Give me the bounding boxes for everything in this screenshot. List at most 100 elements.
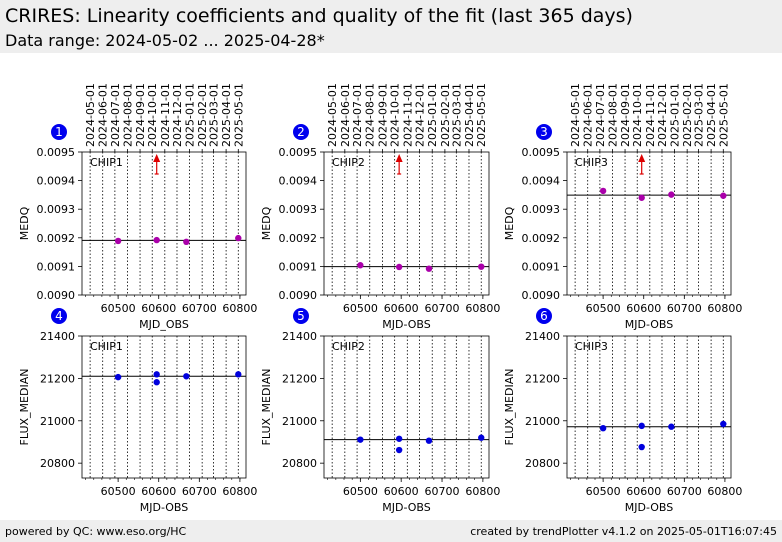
y-tick-label: 0.0091 [37, 260, 76, 273]
y-axis-label: FLUX_MEDIAN [503, 369, 516, 446]
y-axis-label: MEDQ [260, 206, 273, 240]
y-tick-label: 0.0091 [279, 260, 318, 273]
x-tick-label: 60800 [707, 302, 742, 315]
panel-number-badge [536, 124, 552, 140]
panel-number-label: 3 [540, 125, 548, 139]
y-tick-label: 21000 [525, 415, 560, 428]
data-point [114, 237, 122, 245]
y-tick-label: 0.0092 [37, 232, 76, 245]
date-tick-label: 2025-03-01 [208, 83, 221, 147]
y-tick-label: 21200 [282, 372, 317, 385]
data-point [395, 435, 403, 442]
chip-label: CHIP1 [90, 340, 123, 353]
y-tick-label: 20800 [40, 457, 75, 470]
chart-panel-1: 2024-05-01 2024-06-01 2024-07-01 2024-08-01… [18, 83, 257, 331]
data-point [638, 194, 645, 201]
date-tick-label: 2024-07-01 [594, 83, 607, 147]
data-point [638, 443, 645, 451]
x-axis-label: MJD-OBS [382, 318, 430, 331]
data-point [599, 424, 607, 432]
x-tick-label: 60700 [425, 485, 460, 498]
chip-label: CHIP1 [90, 156, 123, 169]
date-tick-label: 2025-03-01 [693, 83, 706, 147]
data-point [153, 379, 160, 386]
data-point [425, 437, 433, 444]
y-axis-label: MEDQ [18, 206, 31, 240]
date-tick-label: 2024-05-01 [84, 83, 97, 147]
date-tick-label: 2024-07-01 [351, 83, 364, 147]
data-point [478, 434, 485, 441]
y-axis-label: FLUX_MEDIAN [260, 369, 273, 446]
date-tick-label: 2025-05-01 [475, 83, 488, 147]
date-tick-label: 2024-12-01 [414, 83, 427, 147]
date-tick-label: 2025-04-01 [220, 83, 233, 147]
x-axis-label: MJD-OBS [140, 501, 188, 514]
x-axis-label: MJD_OBS [139, 318, 189, 331]
date-tick-label: 2024-12-01 [171, 83, 184, 147]
data-range-subtitle: Data range: 2024-05-02 ... 2025-04-28* [5, 31, 325, 50]
date-tick-label: 2024-08-01 [364, 83, 377, 147]
header-bar: CRIRES: Linearity coefficients and quali… [0, 0, 782, 53]
plot-frame [81, 335, 247, 479]
date-tick-label: 2024-05-01 [326, 83, 339, 147]
date-tick-label: 2024-09-01 [619, 83, 632, 147]
date-tick-label: 2024-11-01 [401, 83, 414, 147]
panel-number-label: 5 [297, 309, 305, 323]
data-point [357, 436, 364, 443]
date-tick-label: 2025-01-01 [184, 83, 197, 147]
x-tick-label: 60600 [626, 485, 661, 498]
y-tick-label: 0.0093 [279, 203, 318, 216]
panel-number-label: 4 [55, 309, 63, 323]
date-tick-label: 2024-10-01 [631, 83, 644, 147]
plot-frame [566, 151, 732, 296]
x-tick-label: 60500 [101, 302, 136, 315]
date-tick-label: 2025-02-01 [196, 83, 209, 147]
y-tick-label: 0.0090 [37, 289, 76, 302]
offscale-arrow-icon [638, 154, 646, 175]
plot-frame [323, 151, 490, 296]
footer-bar: powered by QC: www.eso.org/HC created by… [0, 520, 782, 542]
y-tick-label: 20800 [282, 457, 317, 470]
data-point [114, 373, 122, 381]
y-tick-label: 0.0094 [522, 175, 561, 188]
chart-panel-4: 20800 21000 21200 21400 60500 60600 60700 60800… [18, 308, 257, 514]
offscale-arrow-icon [395, 154, 403, 175]
data-point [357, 262, 364, 269]
date-tick-label: 2024-11-01 [644, 83, 657, 147]
x-tick-label: 60800 [465, 302, 500, 315]
footer-created-by: created by trendPlotter v4.1.2 on 2025-0… [470, 525, 777, 538]
x-tick-label: 60600 [384, 485, 419, 498]
y-tick-label: 21400 [525, 330, 560, 343]
date-tick-label: 2024-06-01 [339, 83, 352, 147]
date-tick-label: 2025-01-01 [426, 83, 439, 147]
y-tick-label: 21000 [40, 415, 75, 428]
chip-label: CHIP3 [575, 340, 608, 353]
panel-number-badge [51, 124, 67, 140]
panel-number-label: 2 [297, 125, 305, 139]
plot-frame [81, 151, 247, 296]
y-tick-label: 0.0094 [37, 175, 76, 188]
plot-frame [566, 335, 732, 479]
date-tick-label: 2024-11-01 [159, 83, 172, 147]
x-tick-label: 60500 [343, 302, 378, 315]
data-point [395, 446, 403, 454]
date-tick-label: 2024-06-01 [582, 83, 595, 147]
y-tick-label: 0.0092 [279, 232, 318, 245]
chart-panel-5: 20800 21000 21200 21400 60500 60600 60700 60800… [260, 308, 500, 514]
y-axis-label: MEDQ [503, 206, 516, 240]
y-tick-label: 21200 [40, 372, 75, 385]
data-point [183, 373, 190, 380]
data-point [183, 238, 190, 246]
x-tick-label: 60500 [343, 485, 378, 498]
chart-panel-2: 2024-05-01 2024-06-01 2024-07-01 2024-08-01… [260, 83, 500, 331]
panel-number-label: 1 [55, 125, 63, 139]
date-tick-label: 2025-04-01 [705, 83, 718, 147]
x-tick-label: 60600 [626, 302, 661, 315]
date-tick-label: 2025-01-01 [669, 83, 682, 147]
y-tick-label: 20800 [525, 457, 560, 470]
x-tick-label: 60700 [182, 302, 217, 315]
x-tick-label: 60800 [465, 485, 500, 498]
y-tick-label: 0.0095 [279, 146, 318, 159]
chart-panel-3: 2024-05-01 2024-06-01 2024-07-01 2024-08-01… [503, 83, 742, 331]
data-point [478, 263, 485, 270]
